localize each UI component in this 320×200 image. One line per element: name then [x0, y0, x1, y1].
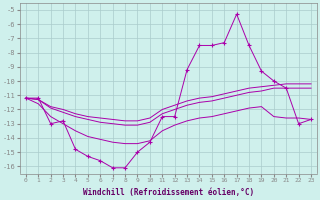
X-axis label: Windchill (Refroidissement éolien,°C): Windchill (Refroidissement éolien,°C)	[83, 188, 254, 197]
